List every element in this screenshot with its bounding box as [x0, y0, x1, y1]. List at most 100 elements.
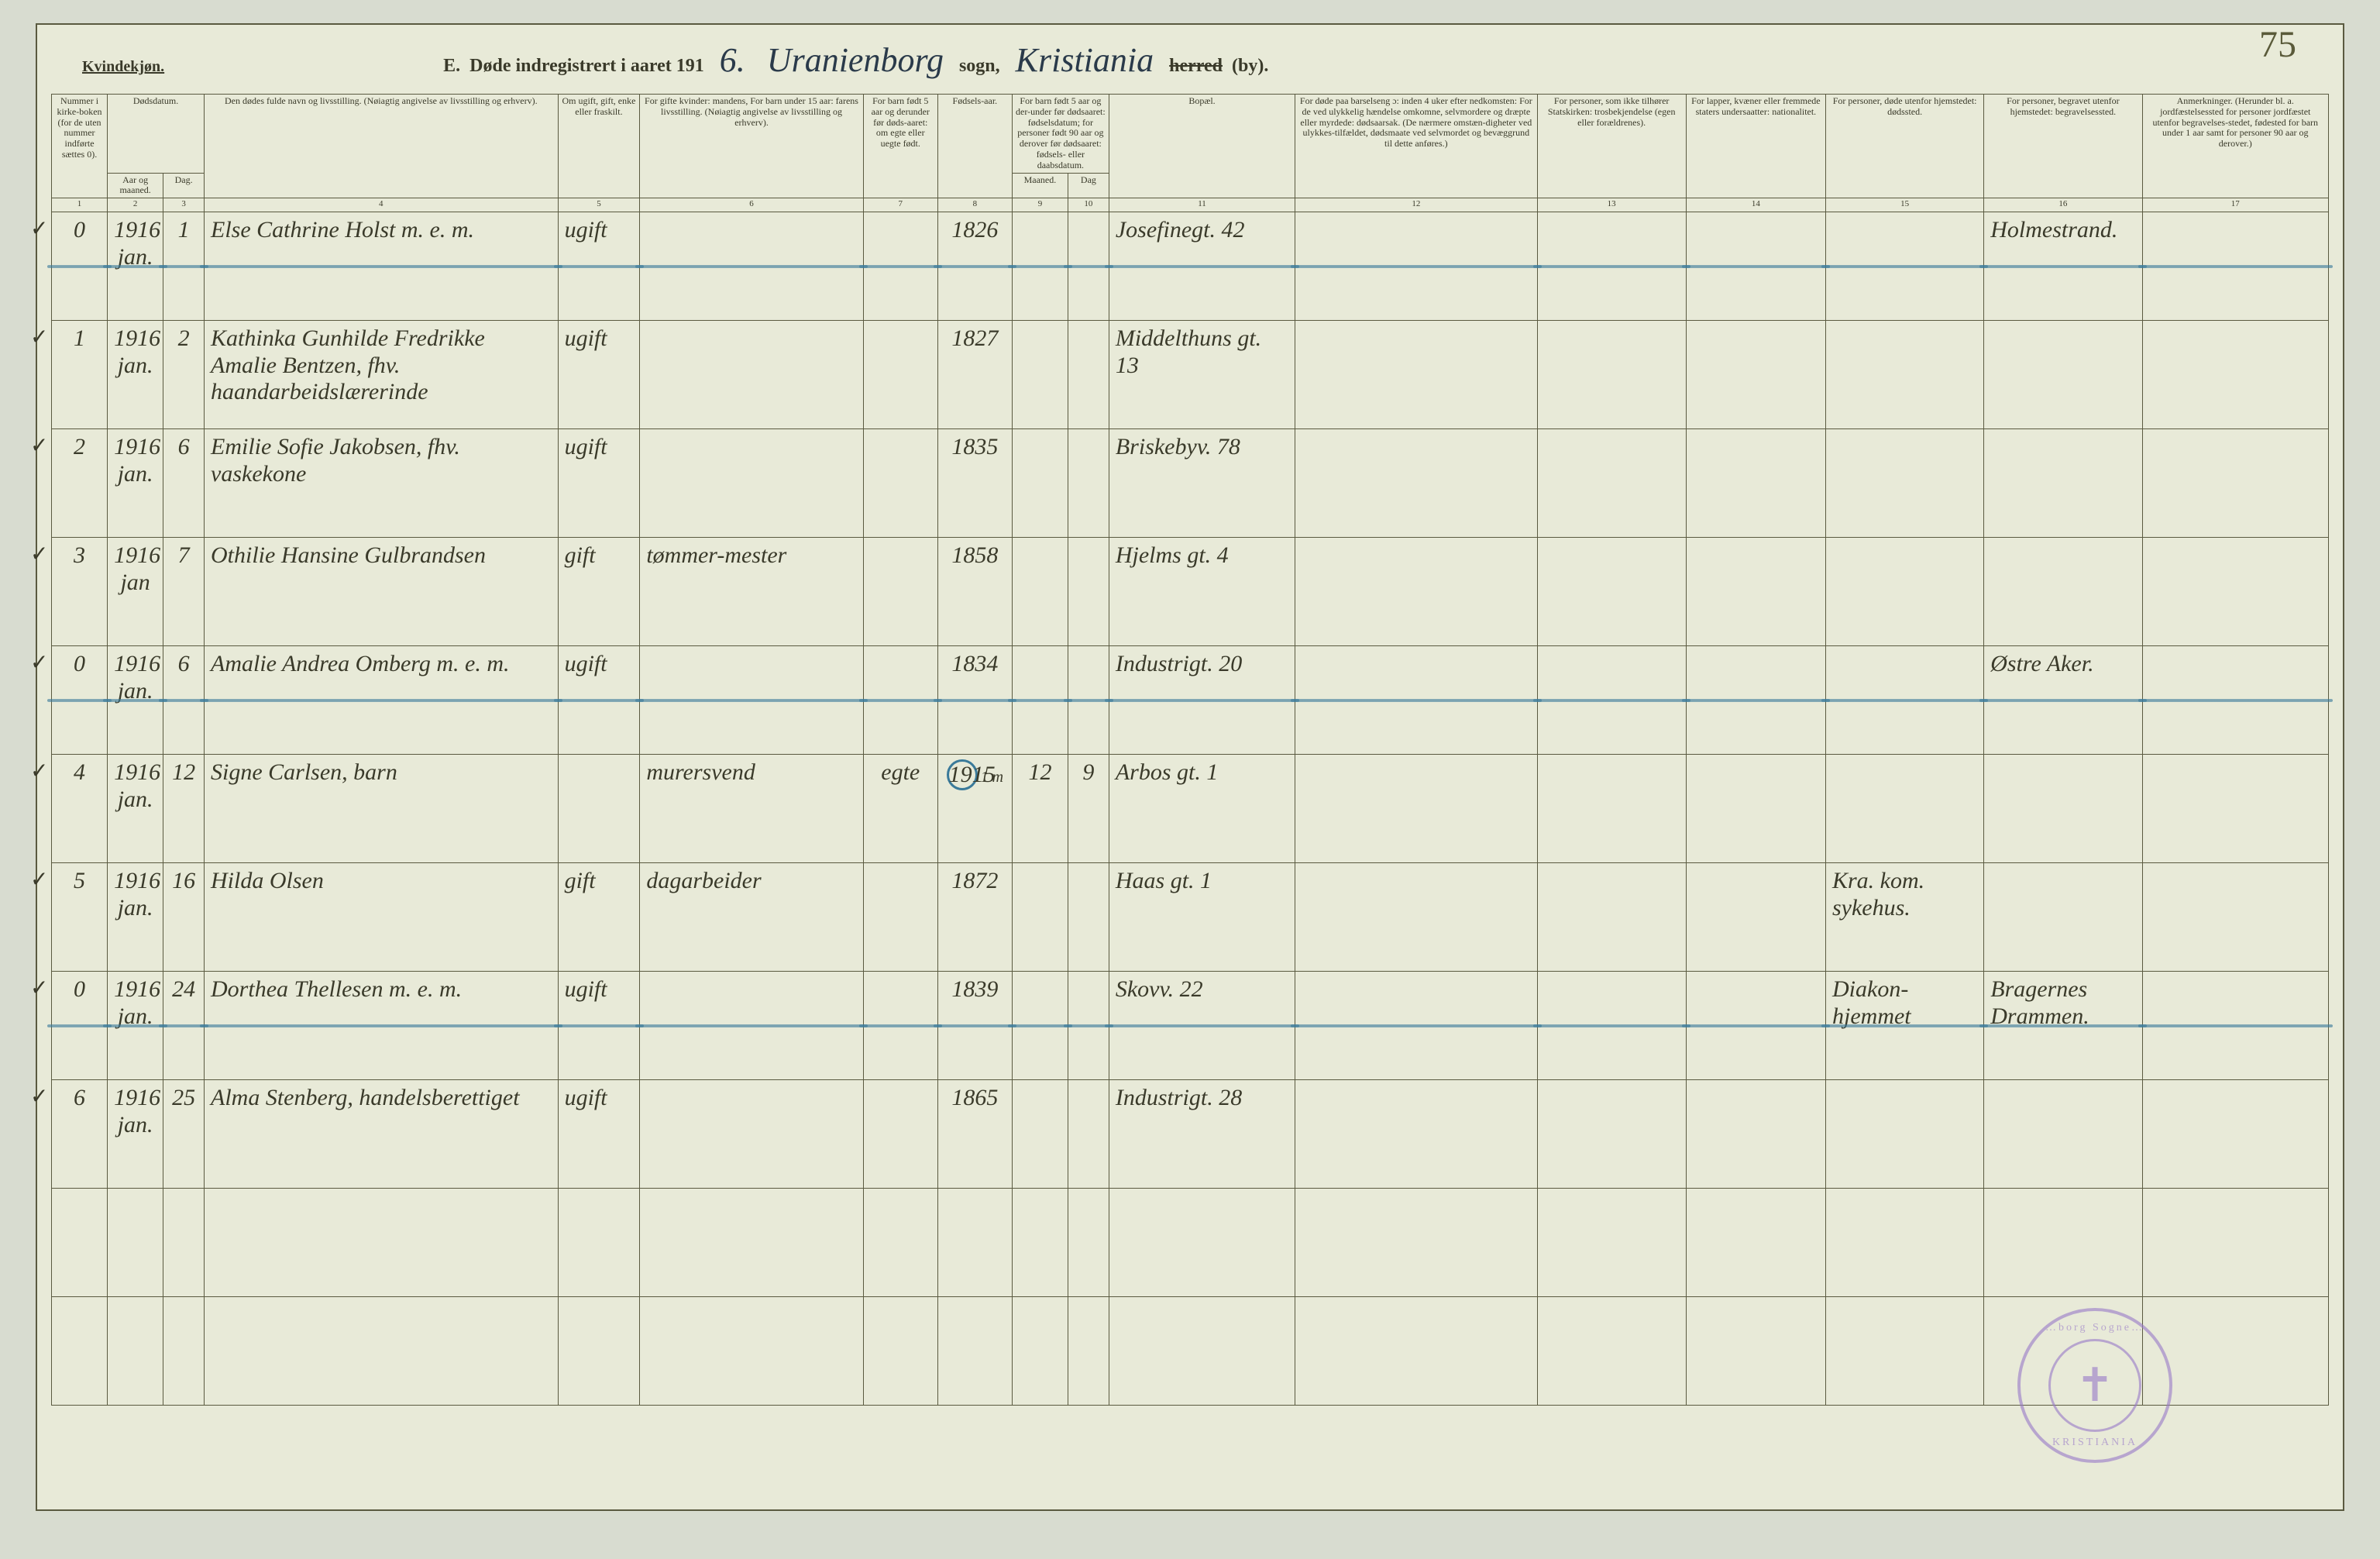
cell [2142, 755, 2329, 863]
cell-text: 1827 [951, 325, 998, 351]
cell: Hjelms gt. 4 [1109, 538, 1295, 646]
col-header: For personer, begravet utenfor hjemstede… [1984, 95, 2142, 198]
wavy-strike-line [103, 1024, 167, 1027]
cell-text: 7 [178, 542, 190, 568]
cell: 1916 jan. [108, 863, 163, 972]
table-row: ✓61916 jan.25Alma Stenberg, handelsberet… [52, 1080, 2329, 1189]
cell: 1835 [937, 429, 1012, 538]
cell-text: Else Cathrine Holst m. e. m. [211, 217, 474, 243]
cell-text: 1858 [951, 542, 998, 568]
table-row: ✓51916 jan.16Hilda Olsengiftdagarbeider1… [52, 863, 2329, 972]
cell: ✓5 [52, 863, 108, 972]
wavy-strike-line [1979, 265, 2146, 268]
cell: ugift [558, 321, 640, 429]
cell-text: 1916 jan. [114, 868, 160, 921]
cell: murersvend [640, 755, 863, 863]
col-header: Dødsdatum. [108, 95, 205, 174]
cell [1068, 1189, 1109, 1297]
wavy-strike-line [1008, 265, 1072, 268]
wavy-strike-line [200, 265, 562, 268]
cell [1686, 972, 1825, 1080]
table-row: ✓01916 jan.6Amalie Andrea Omberg m. e. m… [52, 646, 2329, 755]
cell [1068, 863, 1109, 972]
cell [1068, 1297, 1109, 1406]
cell: ugift [558, 972, 640, 1080]
cell-text: 1916 jan. [114, 325, 160, 378]
cell [1686, 1297, 1825, 1406]
cell-text: Bragernes Drammen. [1990, 976, 2089, 1029]
checkmark-icon: ✓ [30, 759, 48, 784]
column-number: 1 [52, 198, 108, 212]
cell: 6 [163, 429, 205, 538]
column-number: 2 [108, 198, 163, 212]
stamp-text-bottom: KRISTIANIA [2021, 1437, 2169, 1449]
wavy-strike-line [1979, 699, 2146, 702]
cell-text: ugift [565, 1085, 607, 1110]
cell-text: tømmer-mester [646, 542, 786, 568]
page-number: 75 [2259, 23, 2296, 66]
cell: ugift [558, 1080, 640, 1189]
cell [863, 1297, 937, 1406]
cell [640, 1189, 863, 1297]
cell [1012, 1297, 1068, 1406]
cell [1826, 321, 1984, 429]
col-header: For gifte kvinder: mandens, For barn und… [640, 95, 863, 198]
cell [863, 863, 937, 972]
cell [1295, 321, 1537, 429]
cell [1068, 321, 1109, 429]
header: Kvindekjøn. E. Døde indregistrert i aare… [51, 40, 2329, 80]
wavy-strike-line [1821, 699, 1988, 702]
cell: Briskebyv. 78 [1109, 429, 1295, 538]
cell-text: 24 [172, 976, 195, 1002]
cell-text: 2 [178, 325, 190, 351]
cell: Hilda Olsen [205, 863, 559, 972]
cell-text: 1 [178, 217, 190, 243]
wavy-strike-line [859, 699, 942, 702]
wavy-strike-line [1105, 265, 1299, 268]
cell [1012, 321, 1068, 429]
wavy-strike-line [1682, 1024, 1830, 1027]
cell [1295, 972, 1537, 1080]
cell-text: 1916 jan [114, 542, 160, 595]
cell [1295, 755, 1537, 863]
cell: Else Cathrine Holst m. e. m. [205, 212, 559, 321]
cell-text: 1916 jan. [114, 434, 160, 487]
cell [937, 1297, 1012, 1406]
cell-text: Dorthea Thellesen m. e. m. [211, 976, 462, 1002]
cell [1012, 212, 1068, 321]
column-number: 16 [1984, 198, 2142, 212]
cell [2142, 1080, 2329, 1189]
cell [640, 1297, 863, 1406]
cell [163, 1297, 205, 1406]
cell: Amalie Andrea Omberg m. e. m. [205, 646, 559, 755]
cell [1537, 321, 1686, 429]
wavy-strike-line [934, 1024, 1016, 1027]
cell-text: ugift [565, 651, 607, 676]
col-header: For personer, døde utenfor hjemstedet: d… [1826, 95, 1984, 198]
cell [558, 755, 640, 863]
stamp-cross-icon: ✝ [2048, 1339, 2141, 1432]
wavy-strike-line [47, 699, 112, 702]
register-table: Nummer i kirke-boken (for de uten nummer… [51, 94, 2329, 1406]
column-number: 6 [640, 198, 863, 212]
checkmark-icon: ✓ [30, 434, 48, 459]
cell: 1916 jan. [108, 972, 163, 1080]
column-number: 3 [163, 198, 205, 212]
col-header: For lapper, kvæner eller fremmede stater… [1686, 95, 1825, 198]
cell [1012, 1080, 1068, 1189]
cell: Kathinka Gunhilde Fredrikke Amalie Bentz… [205, 321, 559, 429]
table-row: ✓01916 jan.1Else Cathrine Holst m. e. m.… [52, 212, 2329, 321]
cell-text: Hilda Olsen [211, 868, 324, 893]
cell: ugift [558, 646, 640, 755]
cell-text: Hjelms gt. 4 [1116, 542, 1229, 568]
cell [1068, 538, 1109, 646]
cell: ugift [558, 429, 640, 538]
cell [1295, 863, 1537, 972]
cell [1012, 1189, 1068, 1297]
wavy-strike-line [1008, 1024, 1072, 1027]
wavy-strike-line [635, 265, 867, 268]
cell [640, 212, 863, 321]
cell: 9 [1068, 755, 1109, 863]
col-header: Nummer i kirke-boken (for de uten nummer… [52, 95, 108, 198]
cell-text: Signe Carlsen, barn [211, 759, 397, 785]
